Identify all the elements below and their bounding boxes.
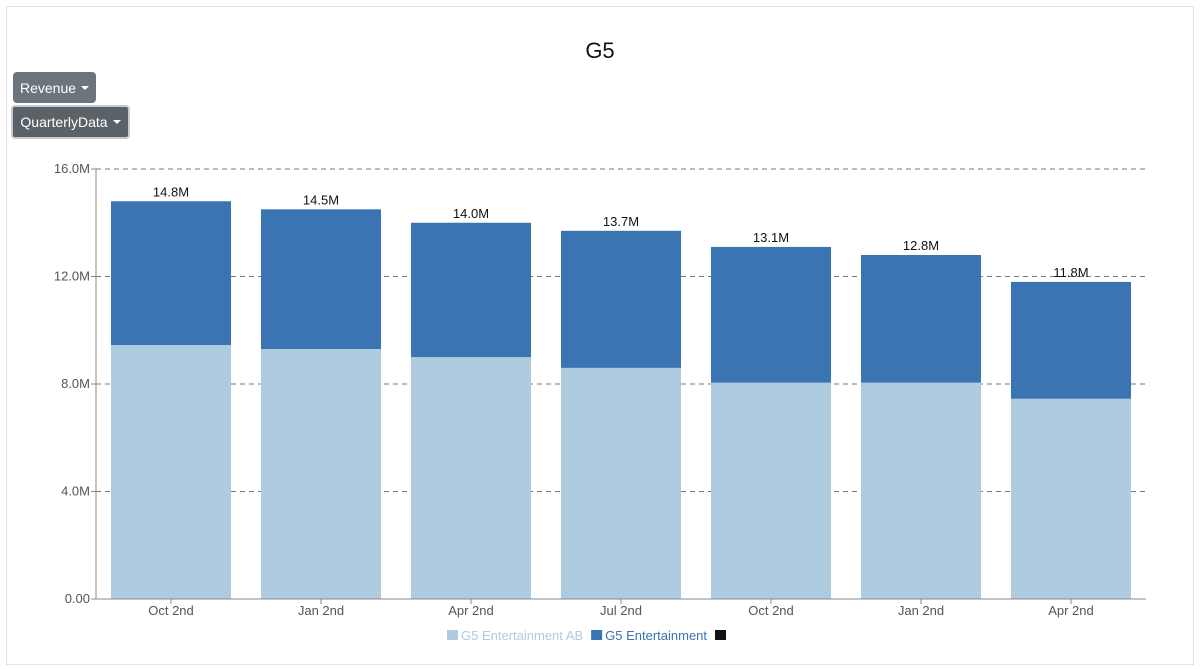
bar-total-label: 14.0M — [453, 206, 489, 221]
bar-total-label: 12.8M — [903, 238, 939, 253]
bar-g5-entertainment-ab — [1011, 398, 1131, 599]
bar-g5-entertainment — [861, 255, 981, 383]
period-dropdown-label: QuarterlyData — [20, 114, 108, 130]
legend-swatch — [591, 630, 603, 640]
x-tick-label: Jan 2nd — [298, 603, 344, 618]
legend-label: G5 Entertainment AB — [461, 628, 583, 643]
metric-dropdown-label: Revenue — [19, 79, 77, 96]
bar-g5-entertainment — [261, 209, 381, 350]
legend-swatch — [715, 630, 727, 640]
x-tick-label: Oct 2nd — [148, 603, 194, 618]
bar-g5-entertainment-ab — [261, 349, 381, 599]
bar-total-label: 11.8M — [1053, 265, 1088, 280]
x-tick-label: Jul 2nd — [600, 603, 642, 618]
chart-title: G5 — [585, 38, 615, 63]
legend-swatch — [447, 630, 458, 640]
bar-g5-entertainment-ab — [861, 382, 981, 599]
bar-g5-entertainment — [1011, 281, 1131, 399]
x-tick-label: Apr 2nd — [448, 603, 494, 618]
y-tick-label: 0.00 — [65, 591, 90, 606]
caret-down-icon — [112, 120, 121, 124]
bar-g5-entertainment — [411, 222, 531, 358]
bar-g5-entertainment-ab — [711, 382, 831, 599]
bar-g5-entertainment-ab — [111, 345, 231, 599]
caret-down-icon — [81, 85, 90, 90]
y-tick-label: 16.0M — [54, 161, 90, 176]
bar-g5-entertainment — [711, 246, 831, 383]
y-tick-label: 8.0M — [61, 376, 90, 391]
x-tick-label: Oct 2nd — [748, 603, 794, 618]
bar-g5-entertainment — [111, 201, 231, 346]
bar-g5-entertainment-ab — [561, 367, 681, 599]
x-tick-label: Jan 2nd — [898, 603, 944, 618]
bar-total-label: 14.5M — [303, 192, 339, 207]
bar-total-label: 13.1M — [753, 230, 789, 245]
bar-g5-entertainment — [561, 230, 681, 368]
bar-total-label: 14.8M — [153, 184, 189, 199]
bar-g5-entertainment-ab — [411, 357, 531, 599]
x-tick-label: Apr 2nd — [1048, 603, 1094, 618]
legend-label: G5 Entertainment — [605, 628, 707, 643]
bar-total-label: 13.7M — [603, 214, 639, 229]
y-tick-label: 4.0M — [61, 484, 90, 499]
metric-dropdown-button[interactable]: Revenue — [13, 72, 96, 103]
y-tick-label: 12.0M — [54, 269, 90, 284]
period-dropdown-button[interactable]: QuarterlyData — [11, 105, 130, 139]
